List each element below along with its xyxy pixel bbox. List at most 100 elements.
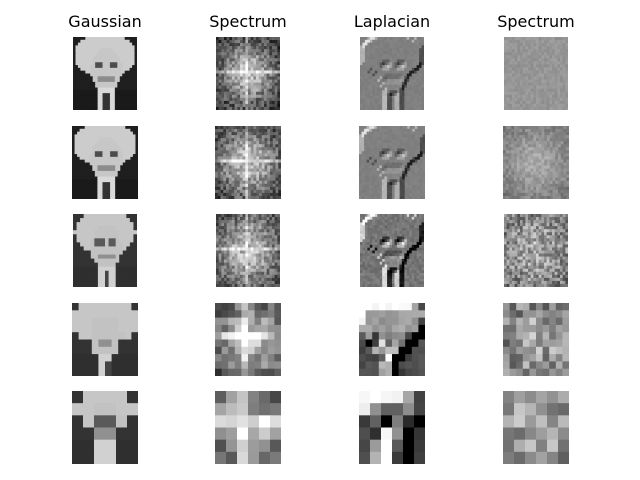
pixel (411, 90, 415, 94)
pixel (110, 179, 114, 183)
pixel (422, 154, 425, 158)
pixel (552, 138, 556, 142)
pixel (409, 93, 413, 97)
pixel (117, 148, 121, 152)
pixel (237, 141, 241, 145)
pixel (234, 82, 238, 87)
pixel (270, 186, 274, 191)
pixel (125, 126, 129, 130)
pixel (525, 79, 529, 84)
pixel (250, 183, 255, 188)
pixel (562, 55, 566, 59)
pixel (85, 42, 89, 47)
pixel (117, 39, 121, 44)
pixel (512, 64, 516, 69)
pixel (117, 193, 121, 197)
pixel (278, 147, 281, 151)
pixel (409, 170, 413, 175)
pixel (422, 137, 425, 141)
pixel (245, 61, 249, 65)
pixel (392, 162, 396, 166)
pixel (132, 70, 136, 75)
pixel (217, 189, 222, 194)
pixel (514, 165, 518, 170)
pixel (119, 67, 123, 72)
pixel (274, 64, 278, 69)
pixel (250, 52, 254, 56)
pixel (73, 101, 77, 105)
pixel (107, 90, 111, 94)
pixel (124, 53, 128, 58)
pixel (74, 182, 78, 186)
pixel (250, 135, 255, 139)
pixel (527, 159, 532, 164)
pixel (522, 49, 526, 53)
pixel (394, 81, 398, 86)
pixel (134, 95, 137, 100)
pixel (509, 100, 513, 105)
pixel (216, 37, 220, 41)
pixel (119, 70, 123, 75)
pixel (256, 67, 260, 72)
pixel (514, 100, 518, 105)
pixel (565, 49, 568, 53)
pixel (89, 156, 93, 161)
pixel (229, 100, 233, 105)
pixel (94, 173, 98, 178)
pixel (242, 153, 246, 158)
pixel (399, 42, 403, 47)
pixel (503, 162, 507, 167)
pixel (565, 46, 568, 50)
pixel (419, 42, 423, 47)
pixel (394, 154, 398, 158)
pixel (253, 100, 257, 105)
pixel (362, 53, 366, 58)
pixel (409, 65, 413, 69)
pixel (565, 52, 568, 56)
pixel (229, 88, 233, 93)
pixel (278, 171, 281, 176)
pixel (361, 140, 365, 144)
pixel (394, 56, 398, 61)
pixel (384, 65, 388, 69)
pixel (245, 162, 249, 167)
pixel (557, 97, 561, 102)
pixel (125, 154, 129, 158)
pixel (382, 101, 386, 105)
pixel (125, 193, 129, 197)
pixel (272, 183, 277, 188)
pixel (274, 43, 278, 47)
pixel (102, 148, 106, 152)
pixel (278, 135, 281, 139)
pixel (411, 56, 415, 61)
pixel (549, 49, 553, 53)
pixel (362, 51, 366, 55)
pixel (366, 173, 370, 178)
pixel (558, 180, 562, 185)
pixel (270, 180, 274, 185)
pixel (389, 95, 393, 100)
pixel (221, 100, 225, 105)
pixel (536, 100, 540, 105)
pixel (377, 81, 381, 86)
pixel (392, 37, 396, 41)
pixel (396, 53, 400, 58)
pixel (105, 190, 109, 194)
pixel (84, 131, 88, 136)
pixel (374, 126, 378, 130)
pixel (275, 192, 279, 197)
pixel (519, 132, 523, 136)
pixel (554, 73, 558, 78)
pixel (558, 129, 562, 133)
pixel (277, 94, 280, 99)
pixel (87, 151, 91, 155)
pixel (258, 46, 262, 50)
pixel (239, 180, 244, 185)
pixel (264, 150, 268, 154)
pixel (264, 37, 268, 41)
pixel (541, 58, 545, 62)
pixel (547, 147, 551, 151)
pixel (122, 173, 126, 178)
pixel (544, 40, 548, 44)
pixel (563, 189, 567, 194)
